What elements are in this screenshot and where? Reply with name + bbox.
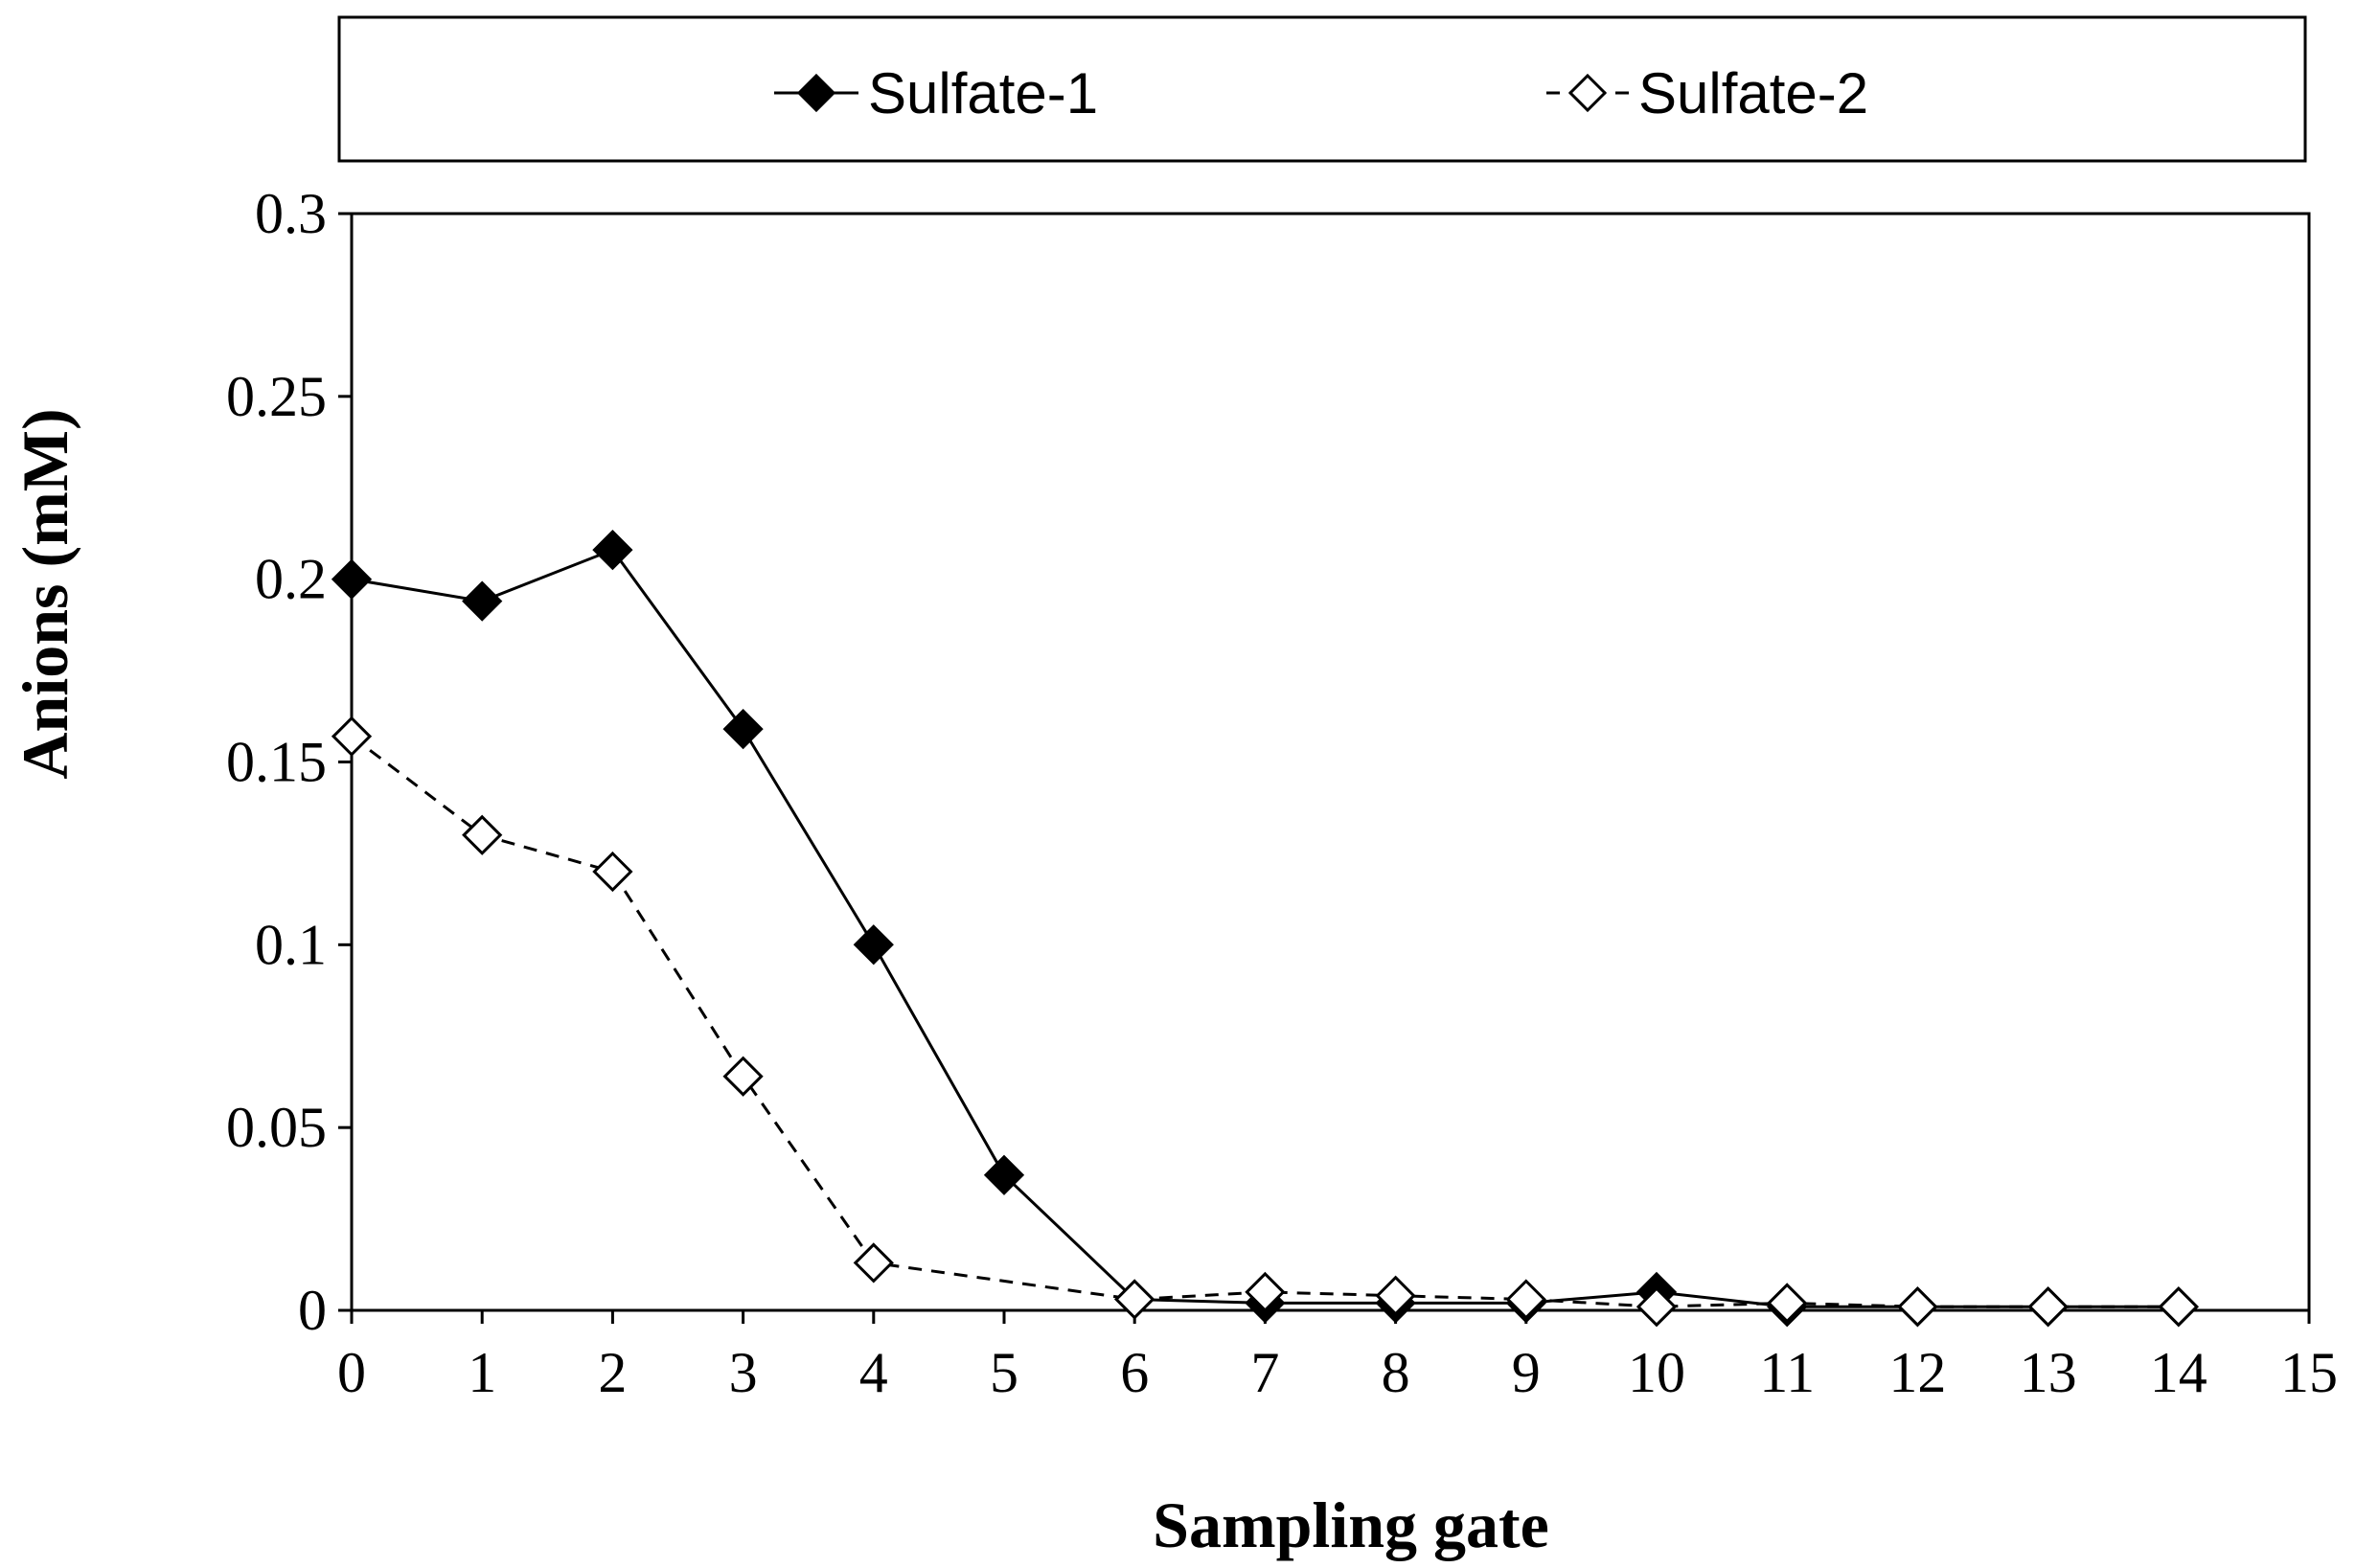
marker-sulfate-2-7 [1245,1271,1286,1313]
x-tick-label-15: 15 [2280,1341,2338,1404]
marker-sulfate-1-2 [592,529,633,571]
marker-sulfate-1-3 [722,708,764,750]
y-tick-label-5: 0.25 [226,365,327,428]
x-tick-label-10: 10 [1628,1341,1685,1404]
x-tick-label-14: 14 [2150,1341,2207,1404]
x-tick-label-11: 11 [1759,1341,1815,1404]
x-tick-label-8: 8 [1382,1341,1410,1404]
marker-sulfate-2-1 [462,814,503,855]
series-line-sulfate-2 [351,735,2179,1308]
legend-entry-sulfate-1: Sulfate-1 [774,61,1098,125]
legend-marker-sulfate-2 [1567,73,1608,113]
x-tick-label-7: 7 [1250,1341,1279,1404]
series-lines [351,548,2179,1308]
marker-sulfate-2-14 [2158,1286,2199,1328]
marker-sulfate-1-0 [331,558,373,600]
y-tick-label-4: 0.2 [255,548,327,611]
legend-label-sulfate-1: Sulfate-1 [868,61,1098,125]
legend-entry-sulfate-2: Sulfate-2 [1546,61,1868,125]
marker-sulfate-2-4 [853,1242,894,1284]
y-axis-ticks: 0 0.05 0.1 0.15 0.2 0.25 0.3 [226,182,352,1342]
legend-marker-sulfate-1 [796,73,836,113]
x-axis-title: Sampling gate [1153,1488,1549,1561]
legend-box [337,15,2307,163]
marker-sulfate-1-4 [853,924,894,966]
x-axis-ticks: 0 1 2 3 4 5 6 7 8 9 10 11 12 13 14 15 [337,1310,2338,1404]
marker-sulfate-2-9 [1505,1279,1546,1320]
y-tick-label-1: 0.05 [226,1096,327,1159]
x-tick-label-4: 4 [859,1341,888,1404]
x-tick-label-1: 1 [468,1341,496,1404]
marker-sulfate-2-0 [331,716,373,757]
marker-sulfate-2-2 [592,851,633,893]
marker-sulfate-2-3 [722,1056,764,1097]
marker-sulfate-2-13 [2027,1286,2069,1328]
marker-sulfate-2-12 [1897,1286,1938,1328]
y-axis-title: Anions (mM) [9,408,81,779]
y-tick-label-3: 0.15 [226,731,327,794]
marker-sulfate-2-11 [1767,1283,1808,1324]
marker-sulfate-2-6 [1114,1279,1155,1320]
marker-sulfate-1-1 [462,580,503,622]
x-tick-label-12: 12 [1888,1341,1946,1404]
series-line-sulfate-1 [351,548,2179,1308]
x-tick-label-3: 3 [729,1341,758,1404]
series-markers [331,529,2199,1328]
x-tick-label-6: 6 [1120,1341,1149,1404]
legend: Sulfate-1 Sulfate-2 [337,15,2307,163]
legend-label-sulfate-2: Sulfate-2 [1638,61,1868,125]
y-tick-label-0: 0 [298,1279,327,1342]
plot-area [350,212,2311,1312]
x-tick-label-0: 0 [337,1341,366,1404]
marker-sulfate-2-8 [1375,1275,1416,1316]
marker-sulfate-1-5 [983,1154,1025,1195]
x-tick-label-13: 13 [2020,1341,2077,1404]
x-tick-label-2: 2 [598,1341,627,1404]
y-tick-label-2: 0.1 [255,913,327,976]
marker-sulfate-2-10 [1635,1286,1678,1328]
y-tick-label-6: 0.3 [255,182,327,245]
x-tick-label-5: 5 [990,1341,1018,1404]
x-tick-label-9: 9 [1512,1341,1541,1404]
